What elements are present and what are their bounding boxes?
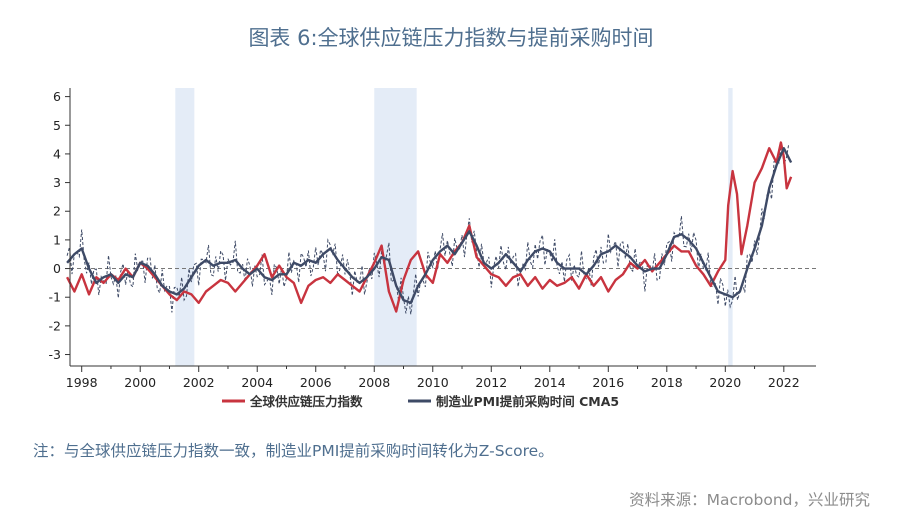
y-tick-label: 4 bbox=[53, 146, 61, 161]
axes: 6 5 4 3 2 1 0 -1 -2 -3 1998 2000 2002 2004 2006 2008 201… bbox=[49, 88, 816, 390]
legend: 全球供应链压力指数 制造业PMI提前采购时间 CMA5 bbox=[222, 394, 619, 409]
y-tick-label: -3 bbox=[49, 347, 61, 362]
y-tick-label: 5 bbox=[53, 118, 61, 133]
x-tick-label: 2018 bbox=[651, 375, 683, 390]
x-tick-label: 2000 bbox=[124, 375, 156, 390]
chart-title: 图表 6:全球供应链压力指数与提前采购时间 bbox=[248, 26, 654, 50]
series-layer bbox=[66, 141, 793, 313]
pmi-raw-line bbox=[66, 143, 790, 315]
y-tick-label: 6 bbox=[53, 89, 61, 104]
x-tick-label: 2014 bbox=[534, 375, 566, 390]
x-tick-label: 2022 bbox=[768, 375, 800, 390]
gscpi-line bbox=[66, 141, 793, 313]
pmi-raw-layer bbox=[66, 143, 790, 315]
x-tick-label: 2008 bbox=[358, 375, 390, 390]
y-tick-label: -2 bbox=[49, 318, 61, 333]
recession-band-1 bbox=[374, 88, 417, 366]
x-tick-label: 1998 bbox=[66, 375, 98, 390]
line-chart: 6 5 4 3 2 1 0 -1 -2 -3 1998 2000 2002 2004 2006 2008 201… bbox=[49, 88, 816, 409]
legend-label-pmi: 制造业PMI提前采购时间 CMA5 bbox=[436, 394, 619, 409]
y-tick-label: 0 bbox=[53, 261, 61, 276]
x-tick-label: 2004 bbox=[241, 375, 273, 390]
recession-shading bbox=[175, 88, 733, 366]
chart-source: 资料来源：Macrobond，兴业研究 bbox=[629, 491, 870, 509]
x-tick-label: 2016 bbox=[592, 375, 624, 390]
y-tick-label: -1 bbox=[49, 290, 61, 305]
pmi-cma5-line bbox=[66, 146, 793, 305]
recession-band-0 bbox=[175, 88, 195, 366]
y-tick-label: 2 bbox=[53, 204, 61, 219]
y-tick-label: 1 bbox=[53, 232, 61, 247]
chart-note: 注：与全球供应链压力指数一致，制造业PMI提前采购时间转化为Z-Score。 bbox=[33, 442, 554, 460]
x-tick-label: 2020 bbox=[709, 375, 741, 390]
y-tick-label: 3 bbox=[53, 175, 61, 190]
recession-band-2 bbox=[728, 88, 733, 366]
x-tick-label: 2002 bbox=[183, 375, 215, 390]
legend-label-gscpi: 全球供应链压力指数 bbox=[249, 394, 363, 409]
x-tick-label: 2006 bbox=[300, 375, 332, 390]
x-tick-label: 2010 bbox=[417, 375, 449, 390]
x-tick-label: 2012 bbox=[475, 375, 507, 390]
